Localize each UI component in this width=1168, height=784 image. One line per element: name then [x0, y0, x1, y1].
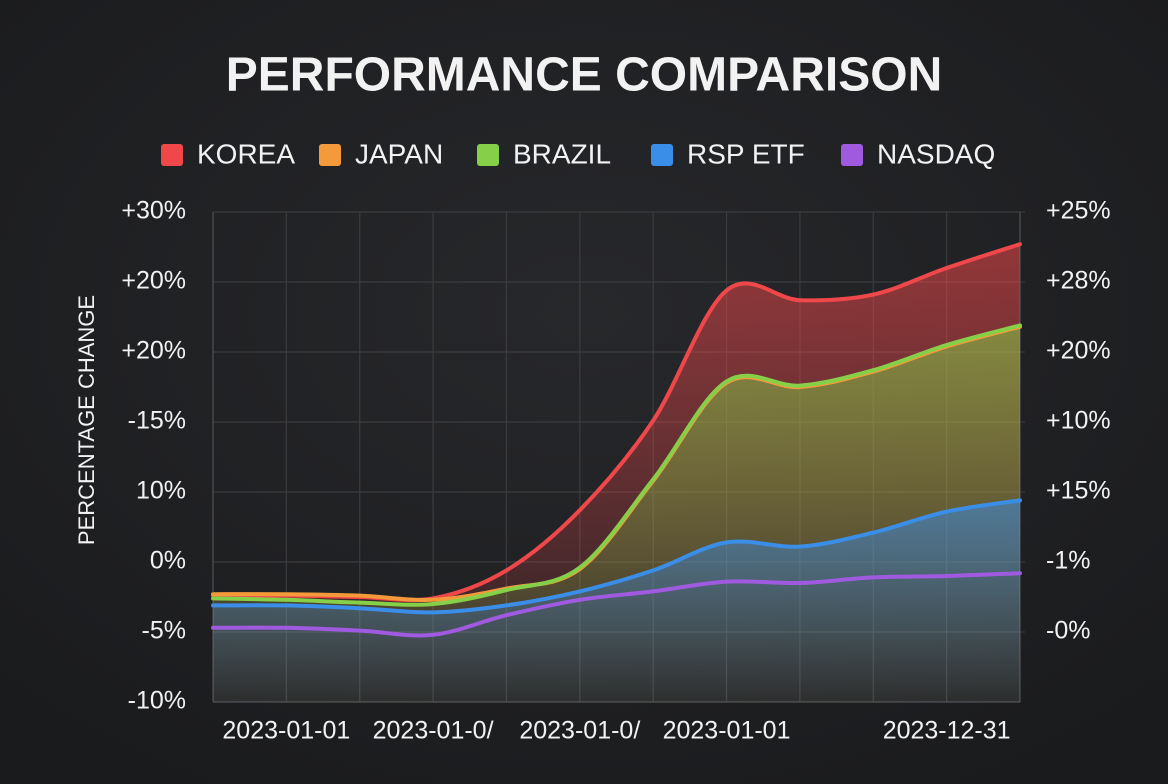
y-tick-label: -15%	[128, 407, 186, 435]
x-tick-label: 2023-01-01	[222, 717, 350, 745]
legend-swatch	[161, 144, 183, 166]
legend-label: RSP ETF	[687, 138, 805, 169]
y2-tick-label: +25%	[1046, 197, 1111, 225]
series-line	[211, 323, 1022, 607]
legend-label: KOREA	[197, 138, 295, 169]
y-tick-label: 10%	[136, 477, 186, 505]
y-tick-label: -10%	[128, 687, 186, 715]
legend-swatch	[477, 144, 499, 166]
y2-tick-label: +20%	[1046, 337, 1111, 365]
y2-tick-label: -0%	[1046, 617, 1090, 645]
series-line	[211, 498, 1022, 615]
x-tick-label: 2023-12-31	[883, 717, 1011, 745]
y2-tick-label: +15%	[1046, 477, 1111, 505]
y2-tick-label: +10%	[1046, 407, 1111, 435]
y-tick-label: -5%	[142, 617, 186, 645]
y-axis-label: PERCENTAGE CHANGE	[74, 295, 99, 545]
chart-title: PERFORMANCE COMPARISON	[226, 49, 942, 102]
legend-swatch	[319, 144, 341, 166]
x-tick-label: 2023-01-0/	[373, 717, 494, 745]
y2-tick-label: -1%	[1046, 547, 1090, 575]
x-tick-label: 2023-01-01	[663, 717, 791, 745]
legend-swatch	[841, 144, 863, 166]
legend-label: NASDAQ	[877, 138, 995, 169]
y-tick-label: +30%	[121, 197, 186, 225]
y-tick-label: +20%	[121, 337, 186, 365]
legend-swatch	[651, 144, 673, 166]
series-area	[213, 500, 1020, 702]
series-line	[211, 571, 1022, 638]
y-tick-label: 0%	[150, 547, 186, 575]
x-tick-label: 2023-01-0/	[519, 717, 640, 745]
y2-tick-label: +28%	[1046, 267, 1111, 295]
legend-label: BRAZIL	[513, 138, 611, 169]
legend-label: JAPAN	[355, 138, 443, 169]
y-tick-label: +20%	[121, 267, 186, 295]
